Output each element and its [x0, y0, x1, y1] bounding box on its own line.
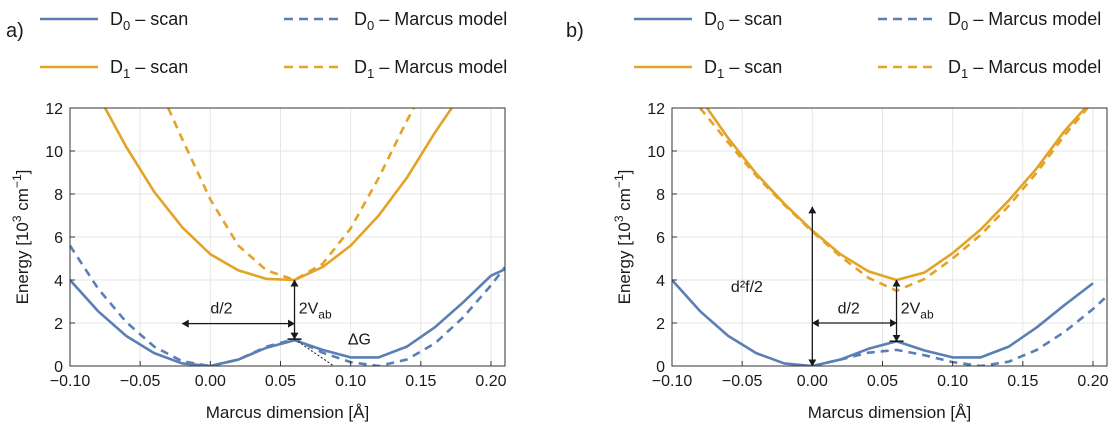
legend-label-d0-scan: D0 – scan	[110, 9, 188, 33]
y-tick-label: 10	[647, 144, 665, 161]
legend-label-d1-marcus: D1 – Marcus model	[354, 57, 507, 81]
y-tick-label: 4	[656, 273, 665, 290]
annotation-label: 2Vab	[901, 300, 934, 321]
y-axis-title: Energy [103 cm−1]	[10, 170, 32, 305]
chart-panel-b: −0.10 −0.05 0.00 0.05 0.10 0.15 0.20 0 2 4 6 8 10 12 M…	[612, 101, 1109, 422]
x-axis-title: Marcus dimension [Å]	[206, 403, 369, 422]
annotation-label: d/2	[838, 300, 860, 317]
y-tick-label: 0	[54, 359, 63, 376]
panel-label-a: a)	[6, 20, 24, 42]
legend-label-d0-scan: D0 – scan	[704, 9, 782, 33]
y-tick-label: 8	[656, 187, 665, 204]
panel-label-b: b)	[566, 20, 584, 42]
legend-label-d0-marcus: D0 – Marcus model	[354, 9, 507, 33]
annotation-label: d/2	[210, 300, 232, 317]
x-tick-label: −0.10	[652, 373, 693, 390]
annotation-label: ΔG	[348, 332, 371, 349]
legend-panel-b: D0 – scan D0 – Marcus model D1 – scan D1 – …	[634, 9, 1101, 81]
y-tick-label: 12	[647, 101, 665, 118]
legend-label-d1-scan: D1 – scan	[704, 57, 782, 81]
series-line-d0-scan	[70, 268, 505, 366]
y-tick-label: 2	[656, 316, 665, 333]
x-tick-label: 0.20	[475, 373, 506, 390]
y-tick-label: 6	[656, 230, 665, 247]
x-tick-label: 0.00	[195, 373, 226, 390]
legend-label-d1-marcus: D1 – Marcus model	[948, 57, 1101, 81]
chart-panel-a: −0.10 −0.05 0.00 0.05 0.10 0.15 0.20 0 2 4 6 8 10 12 M…	[10, 101, 507, 422]
series-line-d0-marcus	[812, 295, 1107, 366]
series-line-d1-scan	[103, 108, 453, 282]
legend-label-d0-marcus: D0 – Marcus model	[948, 9, 1101, 33]
x-tick-label: 0.15	[405, 373, 436, 390]
y-tick-label: 8	[54, 187, 63, 204]
x-tick-label: 0.05	[867, 373, 898, 390]
y-tick-label: 0	[656, 359, 665, 376]
y-tick-label: 12	[45, 101, 63, 118]
series-line-d1-marcus	[699, 108, 1090, 293]
annotation-label: d²f/2	[731, 279, 763, 296]
x-tick-label: 0.20	[1077, 373, 1108, 390]
x-axis-title: Marcus dimension [Å]	[808, 403, 971, 422]
x-tick-label: −0.05	[120, 373, 161, 390]
x-tick-label: 0.10	[937, 373, 968, 390]
y-tick-label: 2	[54, 316, 63, 333]
annotation-label: 2Vab	[299, 300, 332, 321]
series-line-d1-marcus	[167, 108, 415, 282]
legend-label-d1-scan: D1 – scan	[110, 57, 188, 81]
y-tick-label: 10	[45, 144, 63, 161]
x-tick-label: 0.10	[335, 373, 366, 390]
series-line-d0-scan	[672, 279, 1094, 366]
x-tick-label: −0.05	[722, 373, 763, 390]
series-line-d1-scan	[706, 108, 1087, 282]
x-tick-label: 0.15	[1007, 373, 1038, 390]
x-tick-label: −0.10	[50, 373, 91, 390]
y-tick-label: 6	[54, 230, 63, 247]
legend-panel-a: D0 – scan D0 – Marcus model D1 – scan D1 – …	[40, 9, 507, 81]
series-line-d0-marcus	[70, 244, 505, 366]
x-tick-label: 0.00	[797, 373, 828, 390]
x-tick-label: 0.05	[265, 373, 296, 390]
y-tick-label: 4	[54, 273, 63, 290]
y-axis-title: Energy [103 cm−1]	[612, 170, 634, 305]
